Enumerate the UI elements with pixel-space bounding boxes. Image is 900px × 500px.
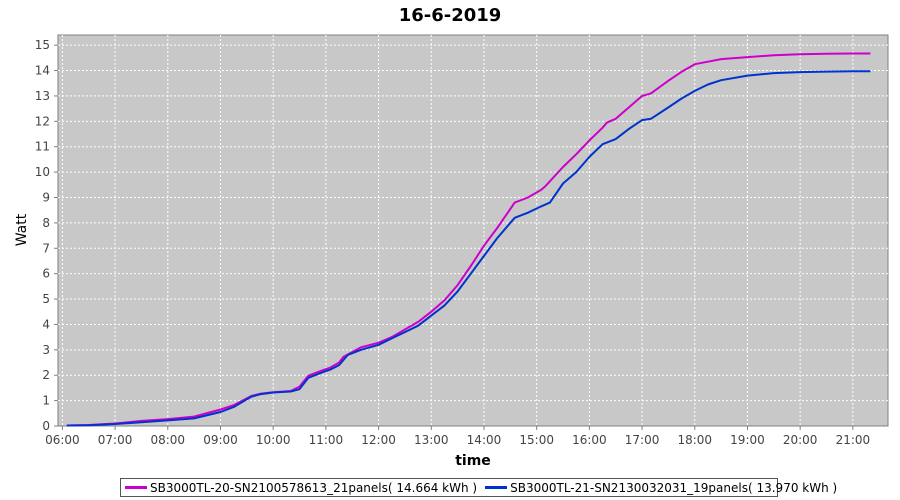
grid-lines — [58, 35, 888, 426]
y-tick-label: 11 — [35, 140, 50, 154]
x-tick-label: 14:00 — [467, 433, 502, 447]
x-tick-label: 13:00 — [414, 433, 449, 447]
y-tick-label: 12 — [35, 114, 50, 128]
y-axis-label: Watt — [14, 213, 30, 246]
x-tick-label: 10:00 — [256, 433, 291, 447]
legend-label-series-2: SB3000TL-21-SN2130032031_19panels( 13.97… — [510, 480, 838, 495]
plot-background — [57, 34, 889, 427]
x-tick-label: 17:00 — [625, 433, 660, 447]
legend-item-series-1: SB3000TL-20-SN2100578613_21panels( 14.66… — [125, 481, 477, 495]
series-line-2 — [66, 70, 871, 427]
x-tick-label: 16:00 — [572, 433, 607, 447]
x-tick-label: 19:00 — [730, 433, 765, 447]
x-tick-label: 15:00 — [519, 433, 554, 447]
y-tick-label: 15 — [35, 38, 50, 52]
y-tick-label: 5 — [42, 292, 50, 306]
x-tick-label: 07:00 — [98, 433, 133, 447]
x-tick-label: 06:00 — [45, 433, 80, 447]
x-tick-label: 21:00 — [836, 433, 871, 447]
y-tick-label: 9 — [42, 190, 50, 204]
chart-title: 16-6-2019 — [399, 5, 502, 26]
x-tick-label: 20:00 — [783, 433, 818, 447]
y-tick-label: 0 — [42, 419, 50, 433]
y-tick-label: 7 — [42, 241, 50, 255]
y-tick-label: 6 — [42, 267, 50, 281]
x-tick-label: 11:00 — [309, 433, 344, 447]
y-tick-label: 1 — [42, 394, 50, 408]
x-tick-label: 09:00 — [203, 433, 238, 447]
legend-item-series-2: SB3000TL-21-SN2130032031_19panels( 13.97… — [485, 481, 837, 495]
y-tick-label: 3 — [42, 343, 50, 357]
x-tick-label: 12:00 — [361, 433, 396, 447]
x-tick-label: 18:00 — [677, 433, 712, 447]
legend: SB3000TL-20-SN2100578613_21panels( 14.66… — [120, 478, 837, 497]
y-tick-label: 13 — [35, 89, 50, 103]
y-tick-label: 14 — [35, 64, 50, 78]
y-tick-label: 2 — [42, 368, 50, 382]
y-tick-label: 4 — [42, 317, 50, 331]
x-axis-label: time — [455, 453, 491, 469]
legend-swatch-series-2 — [485, 486, 508, 489]
series-lines — [66, 52, 871, 427]
y-tick-label: 10 — [35, 165, 50, 179]
legend-swatch-series-1 — [125, 486, 147, 489]
x-tick-label: 08:00 — [150, 433, 185, 447]
legend-label-series-1: SB3000TL-20-SN2100578613_21panels( 14.66… — [150, 480, 478, 495]
y-tick-label: 8 — [42, 216, 50, 230]
